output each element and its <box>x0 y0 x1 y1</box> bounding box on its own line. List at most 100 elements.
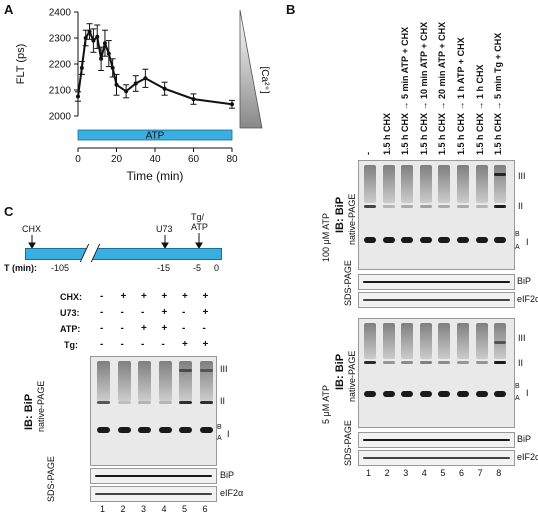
flt-line-chart: 2000 2100 2200 2300 2400 FLT (ps) ATP 0 20 40 60 80… <box>15 8 270 184</box>
band-i <box>475 237 488 243</box>
gel-smear <box>438 165 451 203</box>
band-i <box>401 237 414 243</box>
column-header-3: 1.5 h CHX → 5 min ATP + CHX <box>400 26 411 155</box>
condition-value: - <box>100 339 104 350</box>
band-ii <box>438 361 451 364</box>
band-i <box>179 427 192 433</box>
panel-b-letter: B <box>286 2 296 17</box>
c-bip-marker: BiP <box>220 470 235 480</box>
c-band-i: I <box>227 429 230 439</box>
block2-native-label: native-PAGE <box>347 350 357 402</box>
column-header-4: 1.5 h CHX → 10 min ATP + CHX <box>418 21 429 155</box>
condition-value: + <box>182 339 188 350</box>
band-ii <box>457 361 469 364</box>
lane-number: 7 <box>477 468 483 478</box>
band-i <box>97 427 110 433</box>
condition-name: Tg: <box>64 340 78 350</box>
band-iii <box>494 341 507 344</box>
block2-band-b: B <box>515 383 520 390</box>
band-i <box>438 237 451 243</box>
band-i <box>117 427 131 433</box>
c-band-b: B <box>217 424 222 431</box>
condition-value: + <box>141 291 147 302</box>
condition-value: + <box>202 291 209 302</box>
band-i <box>364 391 376 397</box>
condition-value: + <box>202 307 209 318</box>
block1-eif-blot <box>358 292 515 308</box>
data-point <box>95 34 100 39</box>
c-native-gel <box>90 356 217 466</box>
condition-value: + <box>161 291 168 302</box>
data-point <box>102 41 107 46</box>
gel-smear <box>364 165 376 203</box>
condition-value: - <box>120 339 124 350</box>
column-header-7: 1.5 h CHX → 1 h CHX <box>474 64 485 155</box>
gel-smear <box>364 323 376 359</box>
lane-number: 1 <box>366 468 372 478</box>
lane-number: 4 <box>161 504 167 514</box>
panel-a-letter: A <box>4 2 14 17</box>
gel-smear <box>475 323 488 359</box>
block1-sds-label: SDS-PAGE <box>343 260 353 306</box>
band-i <box>364 237 376 243</box>
block2-native-gel <box>358 318 515 428</box>
condition-name: CHX: <box>60 292 82 302</box>
y-tick-label: 2000 <box>49 112 72 123</box>
gel-smear <box>382 323 395 359</box>
band-ii <box>382 205 395 208</box>
band-i <box>494 391 507 397</box>
condition-value: - <box>120 323 124 334</box>
lane-number: 6 <box>202 504 208 514</box>
c-native-label: native-PAGE <box>36 380 46 432</box>
lane-number: 1 <box>100 504 106 514</box>
block1-eif-marker: eIF2α <box>517 294 538 304</box>
condition-value: - <box>182 307 186 318</box>
x-axis-label: Time (min) <box>127 169 184 183</box>
timeline-event-atp: ATP <box>191 222 208 232</box>
condition-value: + <box>141 323 147 334</box>
block2-ib-label: IB: BiP <box>334 353 346 390</box>
timeline-tick-15: -15 <box>157 263 171 273</box>
band-i <box>438 391 451 397</box>
block2-bip-blot <box>358 432 515 448</box>
data-point <box>191 97 196 102</box>
band-i <box>382 391 395 397</box>
data-point <box>76 94 80 99</box>
gel-smear <box>494 165 507 203</box>
band-i <box>419 237 432 243</box>
block2-band-a: A <box>515 395 520 402</box>
lane-number: 6 <box>459 468 465 478</box>
y-tick-label: 2100 <box>49 86 72 97</box>
condition-value: - <box>182 323 186 334</box>
condition-value: - <box>100 291 104 302</box>
block1-band-ii: II <box>518 201 524 211</box>
condition-value: + <box>161 323 168 334</box>
condition-name: U73: <box>60 308 80 318</box>
data-point <box>83 36 88 40</box>
block2-label: 5 μM ATP <box>321 384 331 424</box>
condition-value: + <box>120 291 127 302</box>
y-tick-label: 2400 <box>49 8 72 19</box>
data-point <box>99 56 104 61</box>
gel-smear <box>401 165 414 203</box>
band-ii <box>179 401 192 404</box>
block1-band-b: B <box>515 231 520 238</box>
data-point <box>162 86 167 91</box>
lane-number: 5 <box>182 504 188 514</box>
atp-bar <box>77 129 233 141</box>
block1-band-a: A <box>515 244 520 251</box>
c-band-a: A <box>217 435 222 442</box>
y-tick-label: 2300 <box>49 34 72 45</box>
data-point <box>79 65 84 70</box>
lane-number: 2 <box>120 504 126 514</box>
gel-smear <box>199 361 213 401</box>
band-ii <box>138 401 151 404</box>
block2-sds-label: SDS-PAGE <box>343 420 353 466</box>
data-point <box>91 38 96 43</box>
c-eif-marker: eIF2α <box>220 488 244 498</box>
block1-native-gel <box>358 160 515 270</box>
block2-band-i: I <box>526 388 529 398</box>
c-ib-label: IB: BiP <box>23 393 35 430</box>
block1-label: 100 μM ATP <box>321 212 331 262</box>
band-i <box>457 391 469 397</box>
